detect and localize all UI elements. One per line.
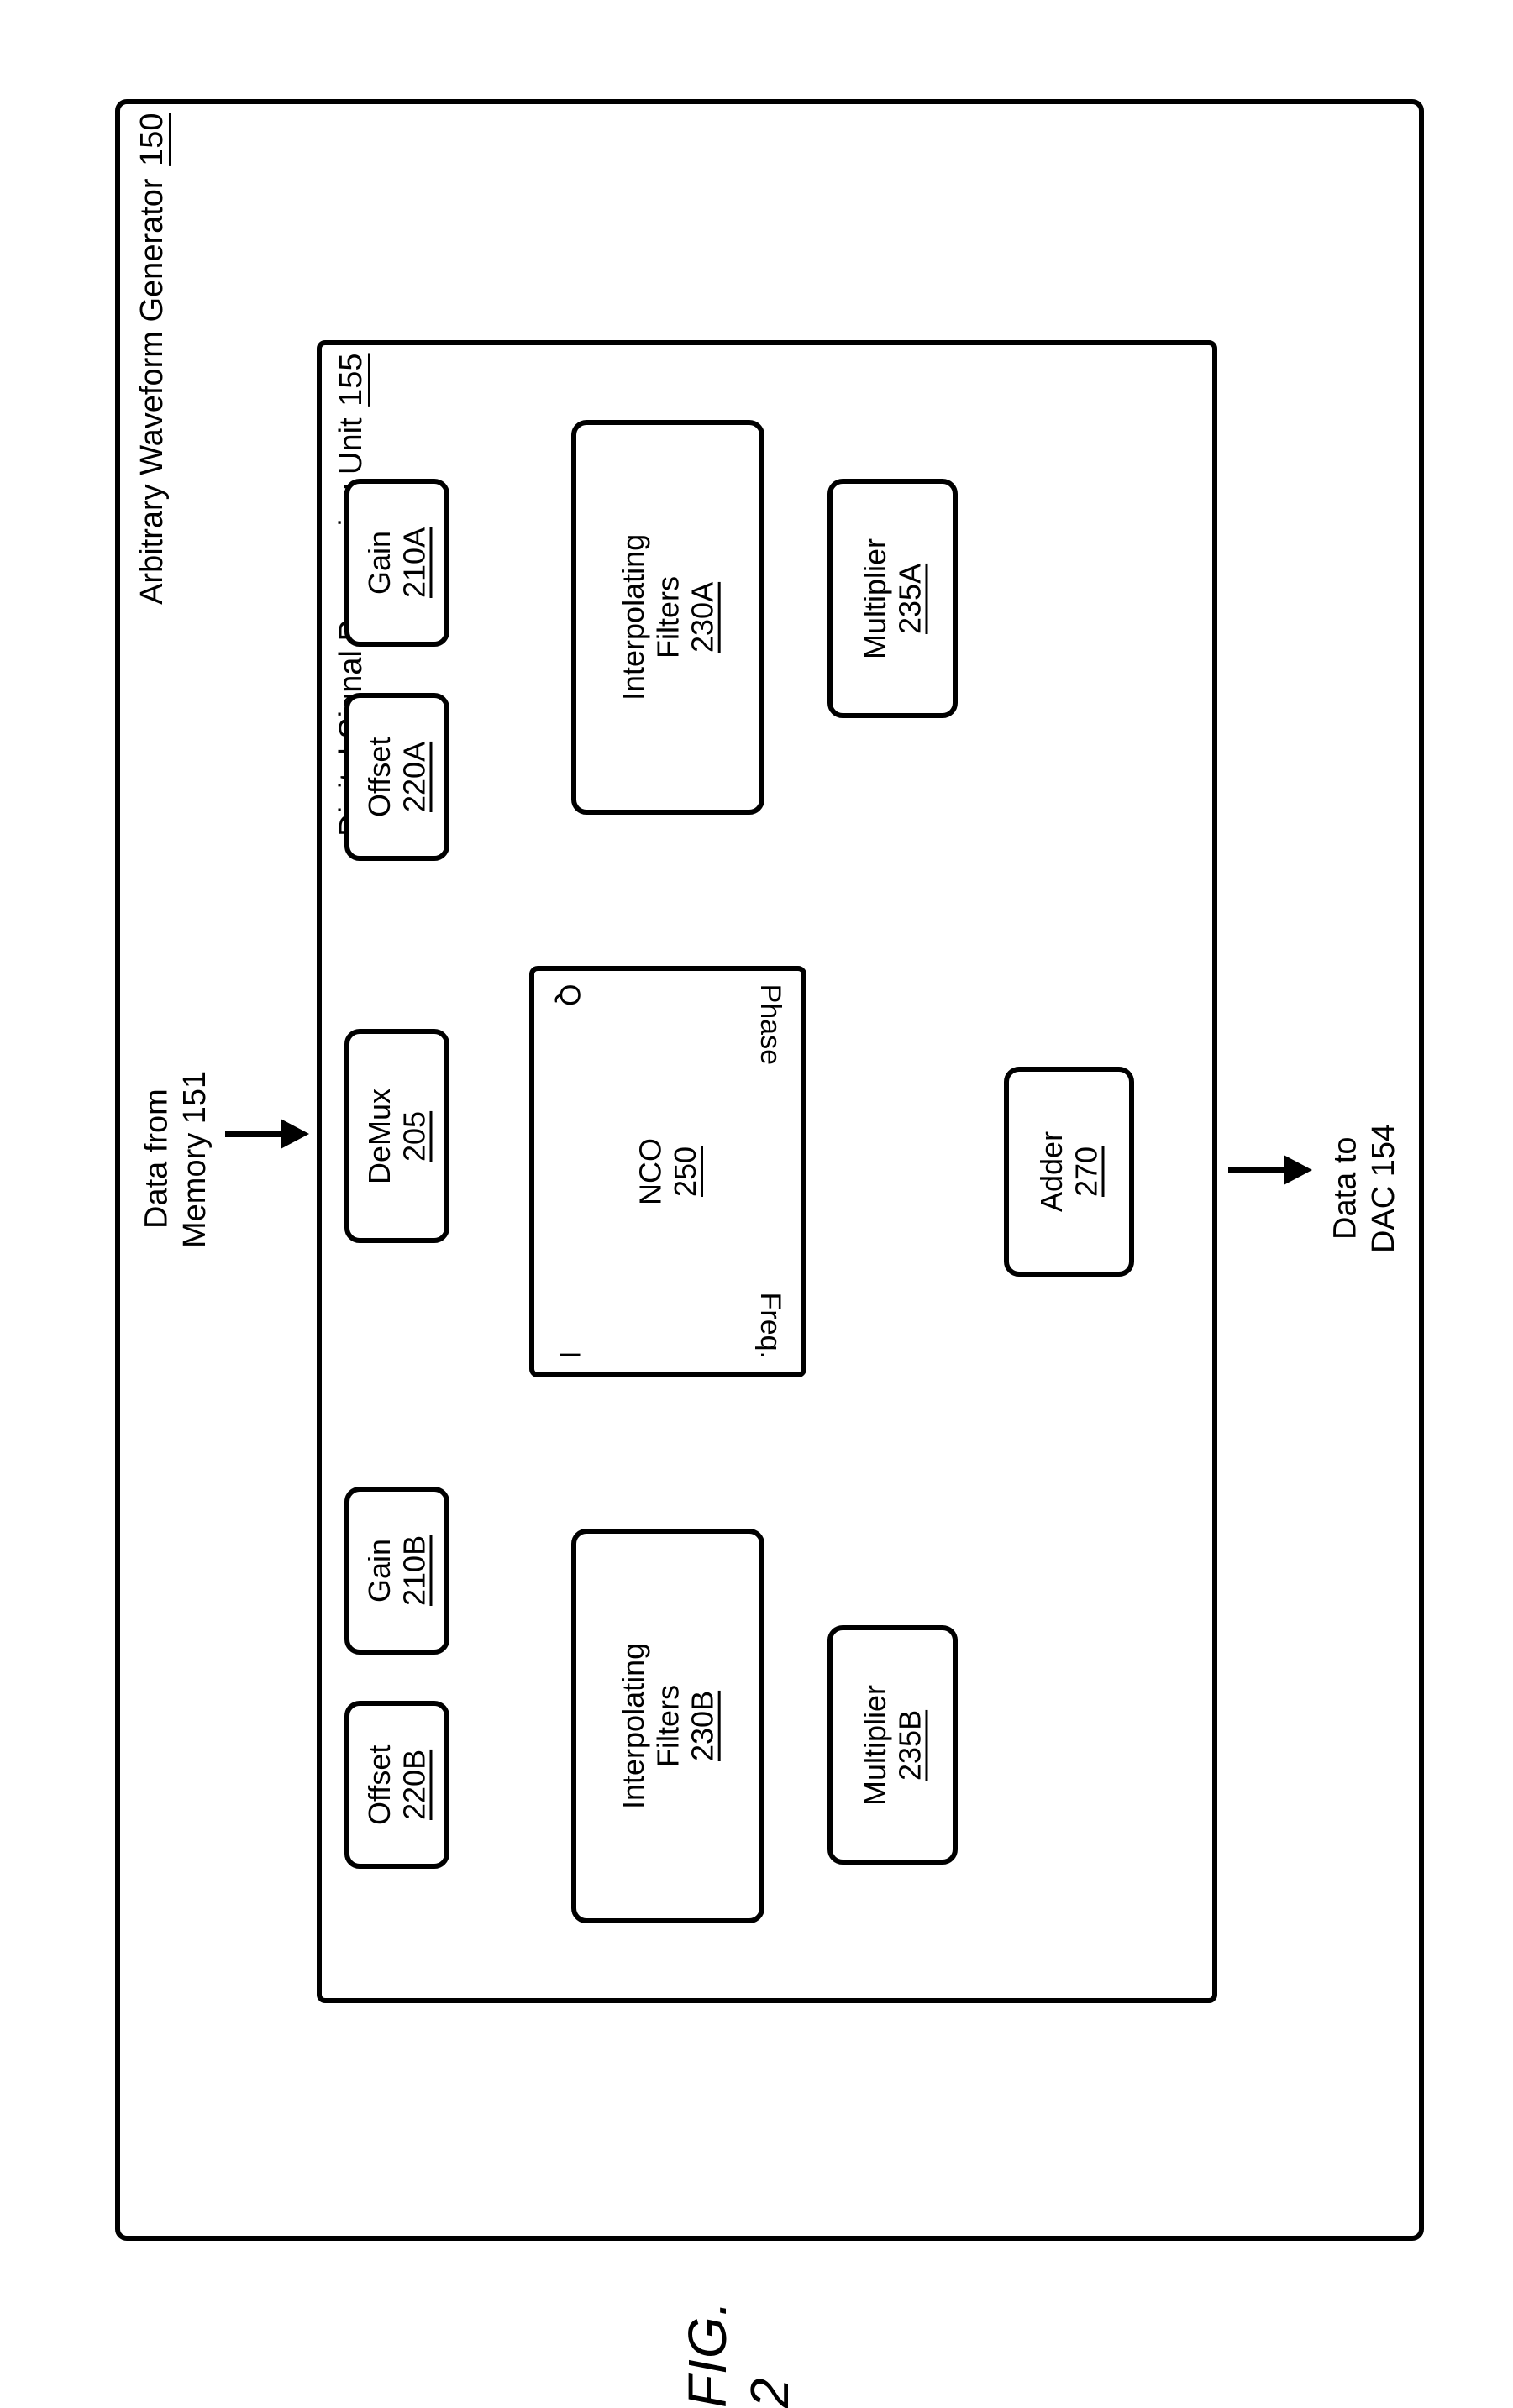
output-label-line2: DAC 154 <box>1365 1124 1404 1253</box>
mult-a-label: Multiplier <box>858 538 892 658</box>
interp-b-label1: Interpolating <box>616 1643 650 1809</box>
offset-a-ref: 220A <box>397 742 432 812</box>
interp-a-label2: Filters <box>650 576 685 658</box>
nco-label: NCO <box>633 1138 668 1205</box>
offset-a-label: Offset <box>362 737 397 816</box>
interp-a-label1: Interpolating <box>616 534 650 700</box>
nco-corner-phase: Phase <box>754 984 786 1065</box>
gain-b-label: Gain <box>362 1539 397 1603</box>
mult-b-label: Multiplier <box>858 1684 892 1805</box>
offset-b-ref: 220B <box>397 1750 432 1820</box>
outer-title-ref: 150 <box>134 113 171 166</box>
inner-title-ref: 155 <box>334 353 370 406</box>
interp-a-ref: 230A <box>686 582 720 653</box>
block-demux: DeMux 205 <box>344 1029 449 1243</box>
gain-a-ref: 210A <box>397 527 432 598</box>
adder-label: Adder <box>1034 1131 1069 1212</box>
input-label-line2: Memory 151 <box>176 1070 215 1247</box>
output-arrow-head <box>1284 1155 1312 1185</box>
nco-ref: 250 <box>668 1146 702 1197</box>
gain-a-label: Gain <box>362 531 397 595</box>
block-nco: NCO 250 Freq. Phase I Q <box>529 966 806 1377</box>
input-label-line1: Data from <box>138 1089 176 1230</box>
block-gain-a: Gain 210A <box>344 479 449 647</box>
demux-label: DeMux <box>362 1088 397 1183</box>
block-interp-b: Interpolating Filters 230B <box>571 1529 764 1923</box>
block-multiplier-a: Multiplier 235A <box>827 479 958 718</box>
input-label: Data from Memory 151 <box>130 999 223 1319</box>
demux-ref: 205 <box>397 1110 432 1161</box>
output-label-line1: Data to <box>1327 1137 1365 1241</box>
output-arrow-line <box>1228 1167 1287 1173</box>
nco-corner-q: Q <box>553 984 586 1006</box>
mult-a-ref: 235A <box>893 563 927 633</box>
adder-ref: 270 <box>1069 1146 1104 1197</box>
gain-b-ref: 210B <box>397 1535 432 1606</box>
nco-corner-freq: Freq. <box>754 1293 786 1359</box>
block-adder: Adder 270 <box>1004 1067 1134 1277</box>
block-multiplier-b: Multiplier 235B <box>827 1625 958 1865</box>
block-offset-a: Offset 220A <box>344 693 449 861</box>
outer-title-row: Arbitrary Waveform Generator 150 <box>134 113 171 605</box>
output-label: Data to DAC 154 <box>1319 1062 1411 1314</box>
interp-b-ref: 230B <box>686 1691 720 1761</box>
nco-corner-i: I <box>553 1351 586 1359</box>
block-interp-a: Interpolating Filters 230A <box>571 420 764 815</box>
input-arrow-head <box>281 1119 309 1149</box>
block-gain-b: Gain 210B <box>344 1487 449 1655</box>
offset-b-label: Offset <box>362 1744 397 1824</box>
outer-title-text: Arbitrary Waveform Generator <box>134 178 171 605</box>
interp-b-label2: Filters <box>650 1685 685 1767</box>
figure-label: FIG. 2 <box>676 2289 801 2408</box>
mult-b-ref: 235B <box>893 1709 927 1780</box>
block-offset-b: Offset 220B <box>344 1701 449 1869</box>
input-arrow-line <box>225 1131 284 1137</box>
